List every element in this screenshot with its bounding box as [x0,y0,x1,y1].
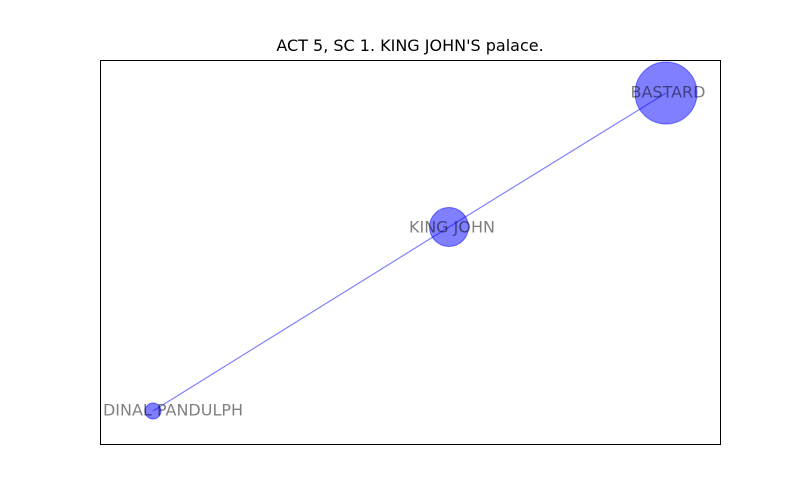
plot-frame [100,60,721,445]
node-label-cardinal_pandulph: DINAL PANDULPH [103,401,243,420]
node-king_john [429,207,469,247]
nodes-layer [144,61,698,420]
node-label-king_john: KING JOHN [409,218,495,237]
edges-layer [152,92,667,412]
labels-layer: BASTARD KING JOHN DINAL PANDULPH [103,83,706,420]
node-cardinal_pandulph [144,402,162,420]
edge-king_john-bastard [448,92,667,228]
edge-cardinal_pandulph-king_john [152,226,450,412]
node-label-bastard: BASTARD [631,83,706,102]
figure-title: ACT 5, SC 1. KING JOHN'S palace. [276,36,544,55]
node-bastard [634,61,698,125]
